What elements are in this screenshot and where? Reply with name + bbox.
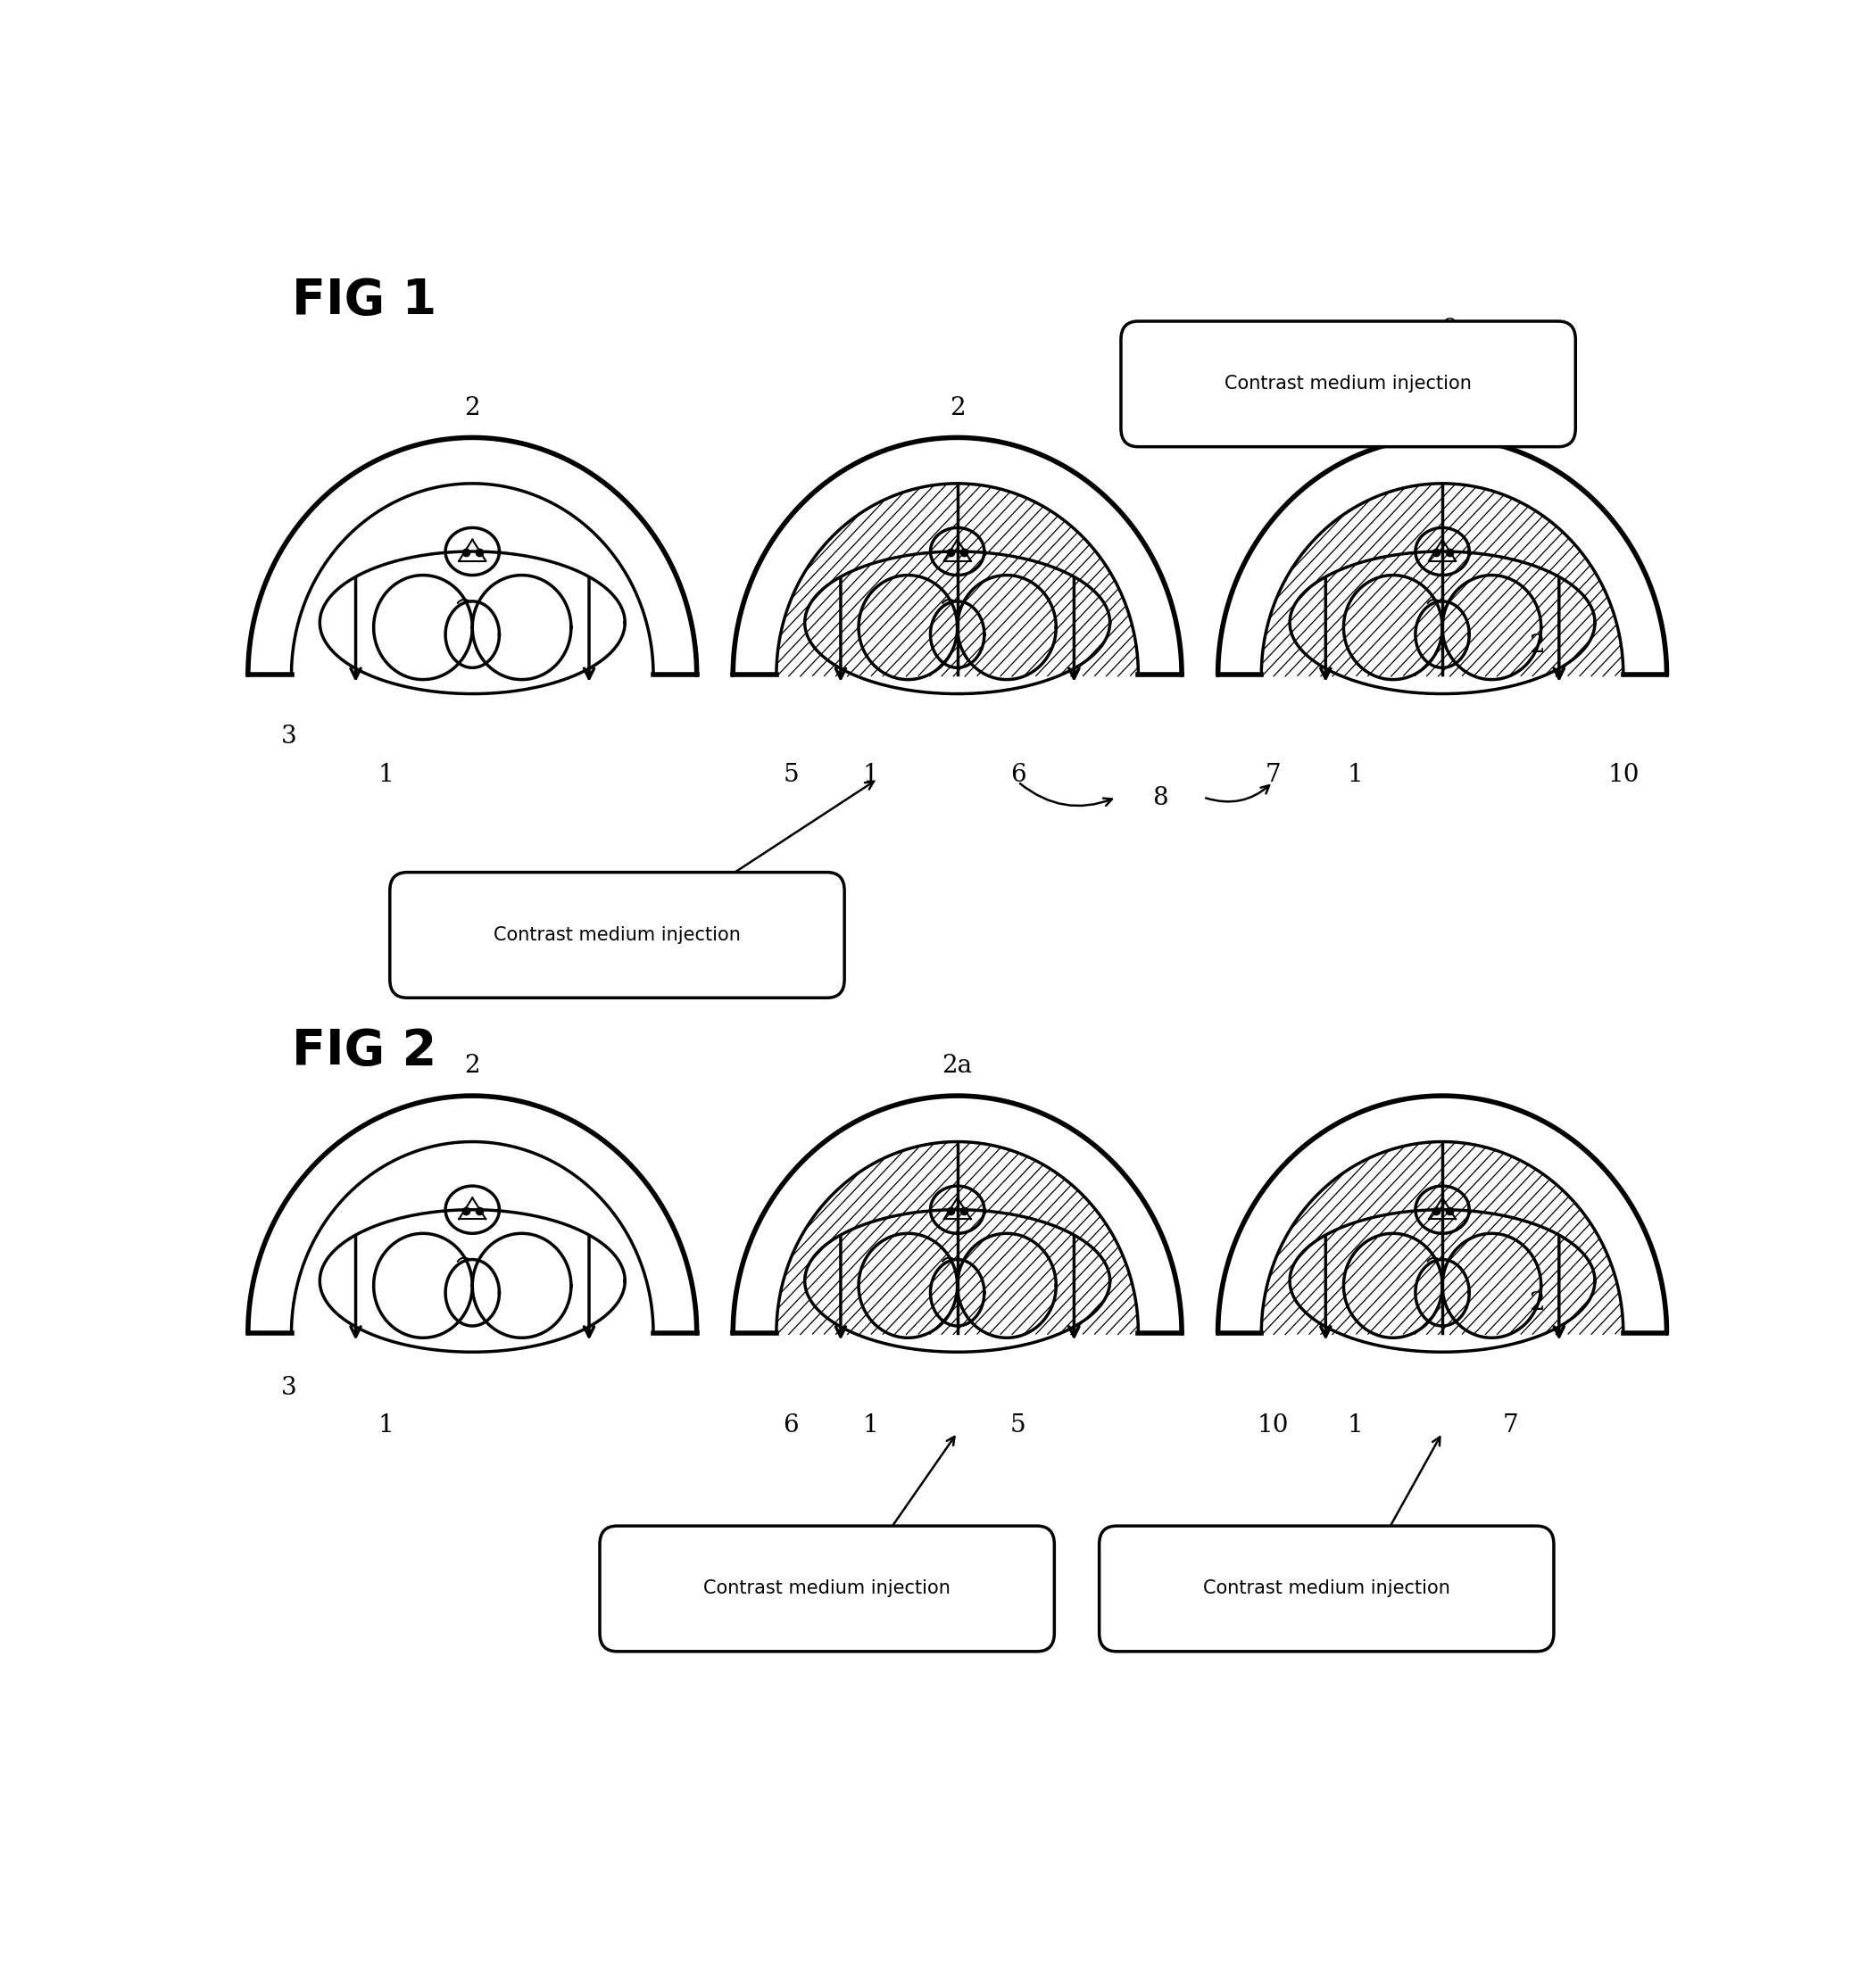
Text: 1: 1 xyxy=(863,1413,878,1437)
FancyBboxPatch shape xyxy=(1121,322,1575,447)
Text: 2a: 2a xyxy=(941,1054,973,1077)
Text: 4: 4 xyxy=(600,970,615,994)
Text: FIG 2: FIG 2 xyxy=(291,1028,437,1076)
Text: 1: 1 xyxy=(863,763,878,787)
Text: Contrast medium injection: Contrast medium injection xyxy=(1225,376,1472,394)
Text: 6: 6 xyxy=(1011,763,1026,787)
Text: 5: 5 xyxy=(783,763,800,787)
Text: 1: 1 xyxy=(1347,1413,1364,1437)
FancyBboxPatch shape xyxy=(600,1527,1054,1652)
Text: 2: 2 xyxy=(1528,632,1545,658)
FancyBboxPatch shape xyxy=(390,873,844,998)
FancyBboxPatch shape xyxy=(1098,1527,1554,1652)
Text: 10: 10 xyxy=(1608,763,1638,787)
Text: 5: 5 xyxy=(1011,1413,1026,1437)
Text: 7: 7 xyxy=(1265,763,1281,787)
Text: 4: 4 xyxy=(820,1624,835,1648)
Text: FIG 1: FIG 1 xyxy=(291,276,437,324)
Text: 2: 2 xyxy=(465,1054,480,1077)
Text: 1: 1 xyxy=(1347,763,1364,787)
Text: Contrast medium injection: Contrast medium injection xyxy=(1203,1580,1450,1598)
Text: 10: 10 xyxy=(1257,1413,1289,1437)
Text: Contrast medium injection: Contrast medium injection xyxy=(493,926,742,944)
Text: 6: 6 xyxy=(783,1413,800,1437)
Text: 2: 2 xyxy=(1528,1292,1545,1316)
Text: 9: 9 xyxy=(1319,1624,1334,1648)
Text: 2: 2 xyxy=(465,396,480,419)
Text: 3: 3 xyxy=(280,726,297,749)
Text: 9: 9 xyxy=(1442,318,1457,342)
Text: 2: 2 xyxy=(949,396,966,419)
Text: 7: 7 xyxy=(1502,1413,1519,1437)
Text: 3: 3 xyxy=(280,1376,297,1400)
Text: 1: 1 xyxy=(377,763,394,787)
Text: Contrast medium injection: Contrast medium injection xyxy=(704,1580,951,1598)
Text: 8: 8 xyxy=(1153,785,1168,811)
Text: 1: 1 xyxy=(377,1413,394,1437)
